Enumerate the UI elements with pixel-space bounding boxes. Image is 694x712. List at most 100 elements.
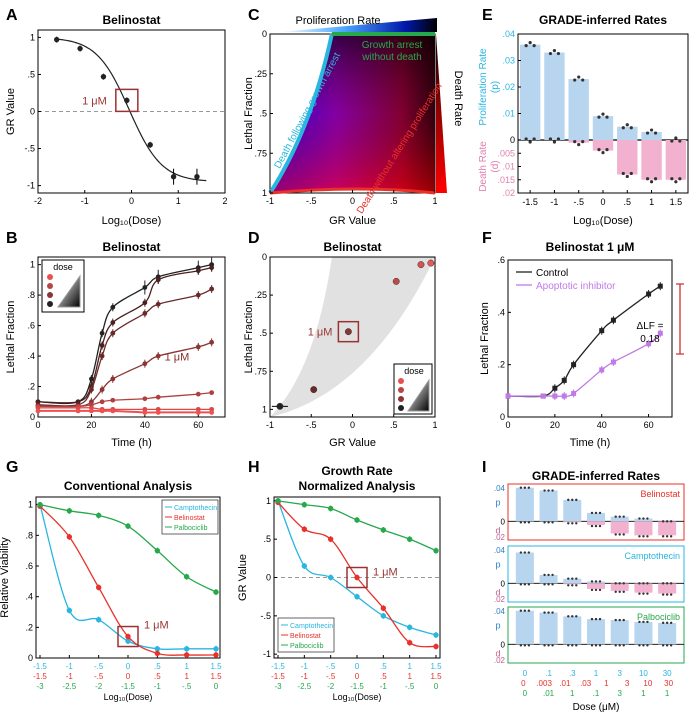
death-bar bbox=[568, 140, 589, 143]
death-bar bbox=[586, 583, 606, 589]
replicate-point bbox=[642, 535, 645, 538]
panel-letter-b: B bbox=[6, 230, 18, 247]
dose-tick-label: .1 bbox=[593, 689, 600, 698]
legend-gradient bbox=[407, 378, 430, 412]
replicate-point bbox=[638, 517, 641, 520]
replicate-point bbox=[594, 644, 598, 647]
replicate-point bbox=[661, 582, 665, 585]
replicate-point bbox=[614, 582, 617, 585]
x-axis-label: Time (h) bbox=[570, 437, 611, 449]
panel-letter-h: H bbox=[248, 459, 260, 476]
x-tick-label: 0 bbox=[35, 420, 40, 430]
data-point bbox=[552, 385, 558, 391]
x-tick-label: 0 bbox=[600, 197, 605, 207]
replicate-point bbox=[665, 644, 669, 647]
data-point bbox=[110, 408, 116, 414]
panel-b: Belinostat 0 20 40 60 0 .2 .4 .6 .8 1 Time (h) Letha… bbox=[5, 240, 226, 449]
highlight-box bbox=[115, 88, 139, 113]
x-tick-label: -.5 bbox=[573, 197, 584, 207]
data-point bbox=[392, 277, 400, 285]
death-bar bbox=[610, 583, 629, 591]
x-tick-label: -1 bbox=[66, 662, 74, 671]
x-tick-label: 20 bbox=[86, 420, 96, 430]
dose-tick-label: .3 bbox=[569, 669, 576, 678]
x-axis-label: Log₁₀(Dose) bbox=[102, 215, 162, 227]
legend-label: Apoptotic inhibitor bbox=[536, 281, 616, 292]
dose-tick-label: 1 bbox=[594, 669, 599, 678]
x-tick-label: -1.5 bbox=[522, 197, 538, 207]
replicate-point bbox=[621, 171, 625, 176]
x-axis-label: Log₁₀(Dose) bbox=[573, 215, 633, 227]
replicate-point bbox=[519, 644, 523, 647]
data-point bbox=[344, 328, 352, 336]
chart-title: Belinostat bbox=[323, 240, 381, 254]
data-point bbox=[95, 584, 102, 591]
replicate-point bbox=[665, 520, 669, 523]
y-tick-label: 1 bbox=[266, 496, 271, 506]
replicate-point bbox=[575, 577, 578, 580]
x-tick-label: -1 bbox=[550, 197, 558, 207]
data-point bbox=[571, 362, 577, 368]
x-tick-label: -.5 bbox=[182, 682, 192, 691]
x-tick-label: 1 bbox=[407, 672, 412, 681]
group-frame bbox=[507, 545, 685, 603]
replicate-point bbox=[524, 44, 528, 48]
replicate-point bbox=[527, 644, 531, 647]
proliferation-bar bbox=[592, 116, 614, 140]
death-bar bbox=[634, 521, 653, 536]
proliferation-bar bbox=[563, 499, 582, 522]
y-tick-label: -.5 bbox=[260, 611, 271, 621]
dose-annotation: 1 μM bbox=[165, 352, 190, 364]
replicate-point bbox=[590, 617, 594, 621]
replicate-point bbox=[519, 486, 523, 489]
replicate-point bbox=[590, 580, 594, 583]
replicate-point bbox=[661, 593, 665, 596]
data-point bbox=[95, 616, 102, 623]
data-point bbox=[195, 344, 201, 350]
drug-name-label: Camptothecin bbox=[624, 551, 680, 561]
y-tick-label: .02 bbox=[494, 656, 506, 665]
data-point bbox=[155, 277, 161, 283]
drug-group: .04 0 .02 p d Belinostat bbox=[494, 483, 685, 542]
replicate-point bbox=[519, 583, 523, 586]
data-point bbox=[183, 574, 190, 580]
y-tick-label: .04 bbox=[494, 546, 506, 555]
replicate-point bbox=[575, 584, 578, 587]
replicate-point bbox=[519, 551, 523, 554]
replicate-point bbox=[678, 177, 682, 181]
death-bar bbox=[617, 140, 638, 175]
data-point bbox=[427, 259, 435, 267]
panel-letter-f: F bbox=[482, 230, 492, 247]
data-point bbox=[276, 402, 284, 410]
replicate-point bbox=[622, 644, 625, 647]
replicate-point bbox=[567, 584, 570, 587]
replicate-point bbox=[625, 174, 629, 179]
replicate-point bbox=[646, 517, 649, 520]
x-tick-label: -1 bbox=[301, 672, 309, 681]
x-axis-label: GR Value bbox=[329, 215, 376, 227]
replicate-point bbox=[527, 583, 531, 586]
data-point bbox=[406, 536, 413, 542]
y-tick-label: .02 bbox=[502, 82, 515, 92]
chart-title-line-2: Normalized Analysis bbox=[299, 479, 416, 493]
replicate-point bbox=[543, 611, 546, 614]
y-tick-label: .04 bbox=[494, 607, 506, 616]
legend-marker bbox=[47, 292, 53, 298]
death-bar bbox=[563, 583, 582, 585]
data-point bbox=[354, 517, 360, 523]
data-point bbox=[561, 393, 567, 399]
d-label: d bbox=[495, 526, 500, 536]
data-point bbox=[110, 320, 116, 325]
x-tick-label: 1.5 bbox=[430, 672, 442, 681]
replicate-point bbox=[645, 177, 650, 181]
replicate-point bbox=[645, 131, 650, 135]
plot-frame bbox=[507, 259, 673, 418]
replicate-point bbox=[598, 580, 602, 583]
data-point bbox=[433, 547, 439, 554]
death-bar bbox=[563, 521, 582, 523]
x-tick-label: -.5 bbox=[94, 662, 104, 671]
replicate-point bbox=[621, 126, 625, 130]
feasible-region bbox=[270, 257, 435, 417]
replicate-point bbox=[567, 498, 570, 502]
replicate-point bbox=[519, 609, 523, 612]
